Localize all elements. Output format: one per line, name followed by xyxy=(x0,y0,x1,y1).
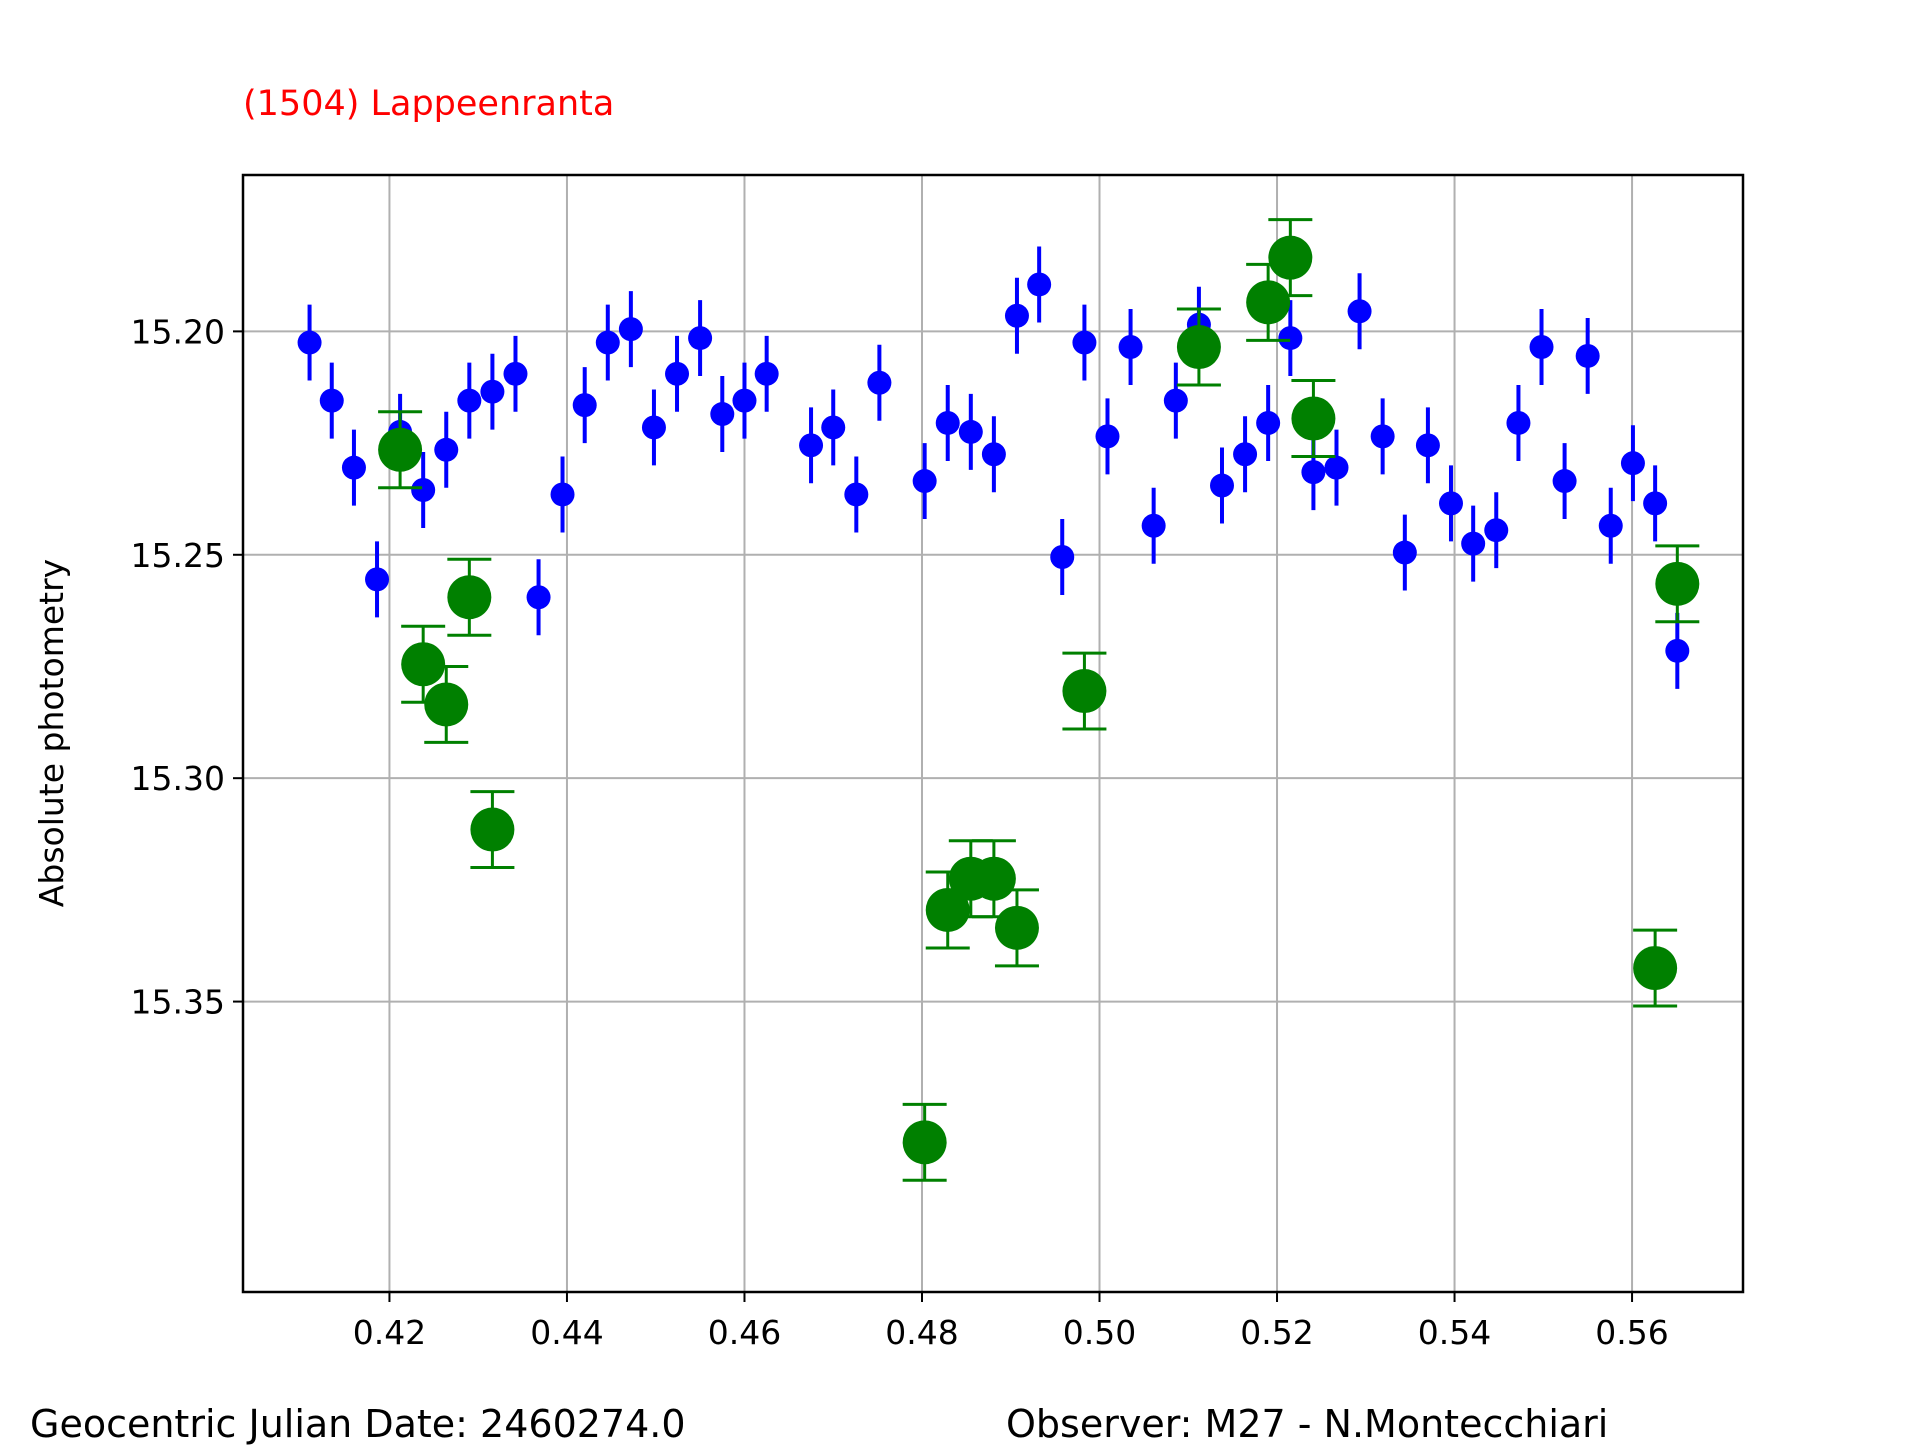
x-tick-label: 0.50 xyxy=(1063,1313,1136,1352)
data-point xyxy=(572,393,597,418)
data-point xyxy=(799,433,824,458)
data-point xyxy=(1598,513,1623,538)
data-point xyxy=(1246,280,1291,325)
data-point xyxy=(424,682,469,727)
data-point xyxy=(902,1120,947,1165)
data-point xyxy=(710,402,735,427)
grid xyxy=(243,175,1743,1292)
data-point xyxy=(1552,469,1577,494)
data-point xyxy=(1484,518,1509,543)
data-point xyxy=(457,388,482,413)
data-point xyxy=(1118,335,1143,360)
data-point xyxy=(1209,473,1234,498)
data-point xyxy=(688,326,713,351)
data-point xyxy=(1633,946,1678,991)
data-point xyxy=(1324,455,1349,480)
data-point xyxy=(470,807,515,852)
data-point xyxy=(925,887,970,932)
x-tick-label: 0.54 xyxy=(1418,1313,1491,1352)
data-point xyxy=(1643,491,1668,516)
data-point xyxy=(447,575,492,620)
data-point xyxy=(981,442,1006,467)
plot-frame xyxy=(241,173,1745,1294)
data-point xyxy=(1095,424,1120,449)
data-point xyxy=(401,642,446,687)
data-point xyxy=(526,585,551,610)
series-blue xyxy=(297,246,1690,689)
data-point xyxy=(867,370,892,395)
data-point xyxy=(319,388,344,413)
data-point xyxy=(1392,540,1417,565)
data-point xyxy=(971,856,1016,901)
y-axis: 15.20 15.25 15.30 15.35 xyxy=(131,312,243,1022)
x-tick-label: 0.56 xyxy=(1595,1313,1668,1352)
data-point xyxy=(1256,410,1281,435)
y-tick-label: 15.20 xyxy=(131,312,225,351)
data-point xyxy=(1370,424,1395,449)
chart-title: (1504) Lappeenranta xyxy=(243,84,614,124)
data-point xyxy=(1301,460,1326,485)
x-tick-label: 0.48 xyxy=(885,1313,958,1352)
data-point xyxy=(1461,531,1486,556)
data-point xyxy=(378,427,423,472)
x-tick-label: 0.44 xyxy=(530,1313,603,1352)
data-point xyxy=(1163,388,1188,413)
data-point xyxy=(1291,396,1336,441)
data-point xyxy=(434,437,459,462)
data-point xyxy=(1176,325,1221,370)
data-point xyxy=(297,330,322,355)
data-point xyxy=(595,330,620,355)
data-point xyxy=(1278,326,1303,351)
data-point xyxy=(1268,235,1313,280)
data-point xyxy=(365,567,390,592)
x-tick-label: 0.46 xyxy=(708,1313,781,1352)
data-series xyxy=(297,218,1700,1182)
x-tick-label: 0.42 xyxy=(353,1313,426,1352)
data-point xyxy=(341,455,366,480)
data-point xyxy=(1575,343,1600,368)
data-point xyxy=(754,361,779,386)
data-point xyxy=(1655,561,1700,606)
data-point xyxy=(732,388,757,413)
y-tick-label: 15.30 xyxy=(131,759,225,798)
data-point xyxy=(665,361,690,386)
data-point xyxy=(1050,545,1075,570)
data-point xyxy=(1062,669,1107,714)
data-point xyxy=(1438,491,1463,516)
data-point xyxy=(1529,335,1554,360)
data-point xyxy=(1415,433,1440,458)
y-axis-label: Absolute photometry xyxy=(32,559,71,907)
x-axis: 0.42 0.44 0.46 0.48 0.50 0.52 0.54 0.56 xyxy=(353,1292,1669,1352)
data-point xyxy=(411,477,436,502)
data-point xyxy=(618,317,643,342)
data-point xyxy=(821,415,846,440)
data-point xyxy=(480,379,505,404)
data-point xyxy=(550,482,575,507)
data-point xyxy=(1027,272,1052,297)
data-point xyxy=(1072,330,1097,355)
x-tick-label: 0.52 xyxy=(1240,1313,1313,1352)
data-point xyxy=(1665,638,1690,663)
data-point xyxy=(935,410,960,435)
footer-observer: Observer: M27 - N.Montecchiari xyxy=(1006,1402,1609,1446)
data-point xyxy=(844,482,869,507)
y-tick-label: 15.35 xyxy=(131,983,225,1022)
data-point xyxy=(912,469,937,494)
data-point xyxy=(958,419,983,444)
y-tick-label: 15.25 xyxy=(131,536,225,575)
data-point xyxy=(1347,299,1372,324)
data-point xyxy=(1620,451,1645,476)
data-point xyxy=(1141,513,1166,538)
data-point xyxy=(1506,410,1531,435)
data-point xyxy=(503,361,528,386)
data-point xyxy=(641,415,666,440)
series-green xyxy=(378,218,1700,1182)
footer-date: Geocentric Julian Date: 2460274.0 xyxy=(30,1402,686,1446)
data-point xyxy=(1233,442,1258,467)
data-point xyxy=(1004,303,1029,328)
data-point xyxy=(994,905,1039,950)
